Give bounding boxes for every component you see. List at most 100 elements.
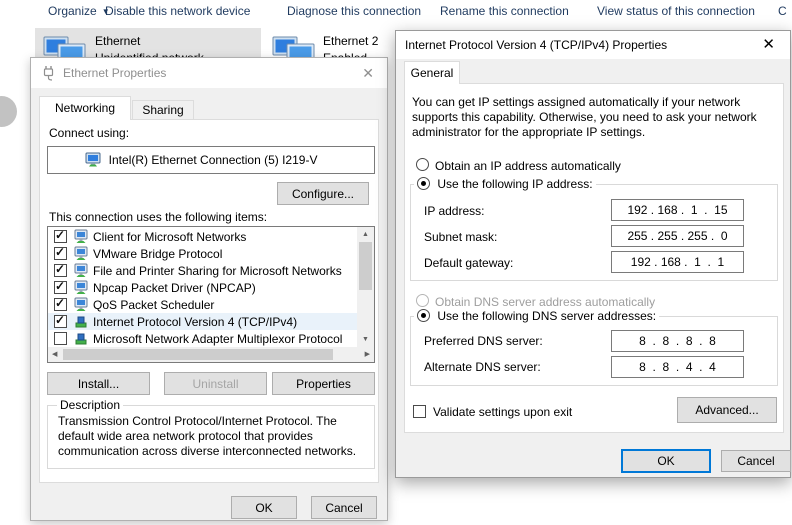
vertical-scrollbar[interactable]: ▲ ▼	[357, 227, 374, 347]
list-item[interactable]: ✓ VMware Bridge Protocol	[48, 245, 357, 262]
check-icon: ✓	[55, 296, 66, 310]
cancel-button[interactable]: Cancel	[311, 496, 377, 519]
tab-sharing-label: Sharing	[142, 103, 184, 117]
ipv4-dialog-titlebar[interactable]: Internet Protocol Version 4 (TCP/IPv4) P…	[396, 31, 790, 59]
install-button-label: Install...	[77, 376, 120, 391]
ipv4-dialog-title: Internet Protocol Version 4 (TCP/IPv4) P…	[405, 38, 668, 52]
default-gateway-value: 192 . 168 . 1 . 1	[630, 255, 725, 269]
item-checkbox[interactable]: ✓	[54, 245, 67, 260]
item-checkbox[interactable]: ✓	[54, 228, 67, 243]
obtain-ip-radio[interactable]	[416, 158, 429, 171]
ok-button[interactable]: OK	[231, 496, 297, 519]
list-item[interactable]: ✓ Npcap Packet Driver (NPCAP)	[48, 279, 357, 296]
list-item[interactable]: ✓ QoS Packet Scheduler	[48, 296, 357, 313]
network-client-icon	[73, 246, 89, 265]
check-icon: ✓	[55, 245, 66, 259]
check-icon: ✓	[55, 228, 66, 242]
cancel-button-label: Cancel	[325, 500, 363, 515]
organize-menu-button[interactable]: Organize ▼	[48, 4, 110, 18]
ok-button[interactable]: OK	[621, 449, 711, 473]
configure-button[interactable]: Configure...	[277, 182, 369, 205]
rename-connection-button[interactable]: Rename this connection	[440, 4, 569, 18]
subnet-mask-label: Subnet mask:	[424, 230, 498, 244]
preferred-dns-value: 8 . 8 . 8 . 8	[639, 334, 716, 348]
ethernet-properties-dialog: Ethernet Properties ✕ Networking Sharing…	[30, 57, 388, 521]
horizontal-scroll-thumb[interactable]	[63, 349, 333, 360]
obtain-ip-label: Obtain an IP address automatically	[435, 159, 621, 173]
ethernet-dialog-title: Ethernet Properties	[63, 66, 167, 80]
scroll-up-icon[interactable]: ▲	[362, 231, 369, 238]
item-label: Client for Microsoft Networks	[93, 230, 247, 244]
uninstall-button[interactable]: Uninstall	[164, 372, 267, 395]
cancel-button-label: Cancel	[737, 454, 775, 468]
network-client-icon	[73, 229, 89, 248]
install-button[interactable]: Install...	[47, 372, 150, 395]
list-item[interactable]: ✓ File and Printer Sharing for Microsoft…	[48, 262, 357, 279]
tab-general-label: General	[410, 66, 454, 80]
item-checkbox[interactable]	[54, 332, 67, 345]
use-dns-radio[interactable]	[417, 309, 430, 322]
use-dns-legend: Use the following DNS server addresses:	[414, 309, 660, 323]
organize-label: Organize	[48, 4, 97, 18]
cancel-button[interactable]: Cancel	[721, 450, 791, 472]
check-icon: ✓	[55, 313, 66, 327]
ethernet-plug-icon	[42, 65, 55, 84]
protocol-icon	[73, 314, 89, 333]
network-client-icon	[73, 280, 89, 299]
connect-using-label: Connect using:	[49, 126, 130, 140]
validate-settings-checkbox[interactable]	[413, 405, 426, 418]
close-icon[interactable]: ✕	[362, 65, 374, 81]
item-checkbox[interactable]: ✓	[54, 296, 67, 311]
description-text: Transmission Control Protocol/Internet P…	[58, 414, 357, 458]
ipv4-properties-dialog: Internet Protocol Version 4 (TCP/IPv4) P…	[395, 30, 791, 478]
preferred-dns-field[interactable]: 8 . 8 . 8 . 8	[611, 330, 744, 352]
alternate-dns-field[interactable]: 8 . 8 . 4 . 4	[611, 356, 744, 378]
preferred-dns-label: Preferred DNS server:	[424, 334, 543, 348]
connection-items-listbox[interactable]: ✓ Client for Microsoft Networks ✓ VMware…	[47, 226, 375, 363]
ipv4-intro-text: You can get IP settings assigned automat…	[412, 95, 757, 139]
properties-button[interactable]: Properties	[272, 372, 375, 395]
command-toolbar: Organize ▼ Disable this network device Di…	[0, 0, 792, 24]
scroll-left-icon[interactable]: ◀	[52, 351, 58, 358]
disable-device-button[interactable]: Disable this network device	[105, 4, 251, 18]
item-checkbox[interactable]: ✓	[54, 262, 67, 277]
background-device-icon	[0, 96, 17, 127]
item-checkbox[interactable]: ✓	[54, 313, 67, 328]
subnet-mask-value: 255 . 255 . 255 . 0	[627, 229, 728, 243]
tab-networking[interactable]: Networking	[39, 96, 131, 120]
vertical-scroll-thumb[interactable]	[359, 242, 372, 290]
scroll-right-icon[interactable]: ▶	[364, 351, 370, 358]
clipped-toolbar-button[interactable]: C	[778, 4, 787, 18]
obtain-dns-radio[interactable]	[416, 294, 429, 307]
list-item-selected[interactable]: ✓ Internet Protocol Version 4 (TCP/IPv4)	[48, 313, 357, 330]
list-item[interactable]: Microsoft Network Adapter Multiplexor Pr…	[48, 330, 357, 347]
adapter-name-box: Intel(R) Ethernet Connection (5) I219-V	[47, 146, 375, 174]
ok-button-label: OK	[657, 454, 675, 468]
use-ip-label: Use the following IP address:	[437, 177, 593, 191]
ip-address-label: IP address:	[424, 204, 485, 218]
horizontal-scrollbar[interactable]: ◀ ▶	[48, 347, 374, 362]
advanced-button[interactable]: Advanced...	[677, 397, 777, 423]
scroll-down-icon[interactable]: ▼	[362, 336, 369, 343]
tab-sharing[interactable]: Sharing	[132, 100, 194, 120]
tab-general[interactable]: General	[404, 61, 460, 84]
properties-button-label: Properties	[296, 376, 351, 391]
description-legend: Description	[57, 398, 124, 412]
item-label: QoS Packet Scheduler	[93, 298, 215, 312]
ethernet-dialog-titlebar[interactable]: Ethernet Properties ✕	[31, 58, 387, 88]
check-icon: ✓	[55, 279, 66, 293]
view-status-button[interactable]: View status of this connection	[597, 4, 755, 18]
alternate-dns-value: 8 . 8 . 4 . 4	[639, 360, 716, 374]
item-checkbox[interactable]: ✓	[54, 279, 67, 294]
subnet-mask-field[interactable]: 255 . 255 . 255 . 0	[611, 225, 744, 247]
ip-address-field[interactable]: 192 . 168 . 1 . 15	[611, 199, 744, 221]
obtain-dns-label: Obtain DNS server address automatically	[435, 295, 656, 309]
close-icon[interactable]: ✕	[762, 36, 775, 53]
diagnose-connection-button[interactable]: Diagnose this connection	[287, 4, 422, 18]
connection-items-label: This connection uses the following items…	[49, 210, 268, 224]
default-gateway-field[interactable]: 192 . 168 . 1 . 1	[611, 251, 744, 273]
list-item[interactable]: ✓ Client for Microsoft Networks	[48, 228, 357, 245]
use-ip-radio[interactable]	[417, 177, 430, 190]
tab-networking-label: Networking	[54, 101, 116, 115]
